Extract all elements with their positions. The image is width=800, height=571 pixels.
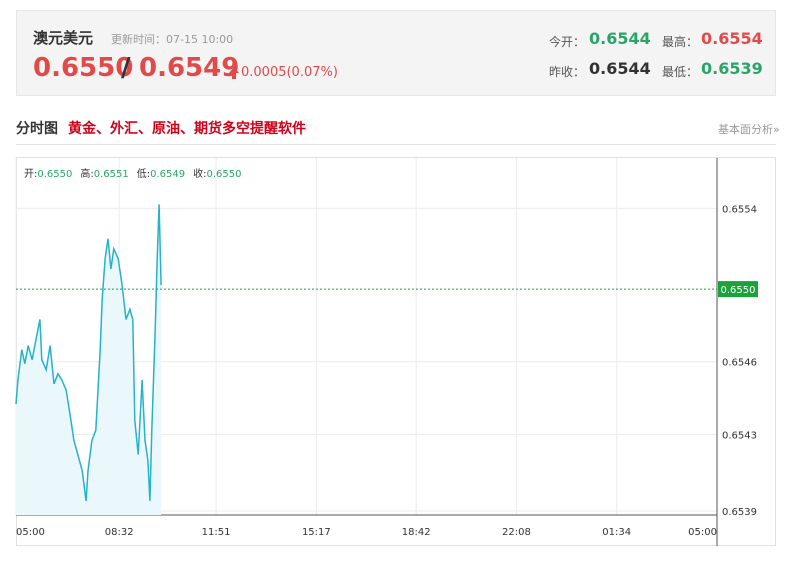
y-tick-label: 0.6539 [722, 507, 757, 518]
last-price-label: 0.6550 [721, 285, 756, 296]
update-time: 更新时间：07-15 10:00 [111, 33, 234, 46]
x-tick-label: 08:32 [105, 527, 134, 538]
ask: 0.6549 [139, 53, 240, 83]
divider [16, 144, 776, 145]
summary-value: 0.6551 [94, 169, 129, 180]
stat-value: 0.6539 [701, 59, 763, 78]
summary-label: 低: [137, 167, 150, 180]
change: 0.0005(0.07%) [241, 65, 338, 80]
x-tick-label: 15:17 [302, 527, 331, 538]
up-arrow [229, 67, 239, 79]
x-tick-label: 01:34 [602, 527, 631, 538]
stat-label: 最低： [662, 65, 699, 79]
price-area [16, 204, 162, 515]
summary-value: 0.6550 [207, 169, 242, 180]
price-line [15, 204, 162, 501]
x-tick-label: 05:00 [16, 527, 45, 538]
y-tick-label: 0.6546 [722, 358, 757, 369]
stat-value: 0.6544 [589, 59, 651, 78]
symbol: 澳元美元 [33, 29, 94, 47]
x-tick-label: 11:51 [202, 527, 231, 538]
summary-value: 0.6549 [150, 169, 185, 180]
summary-label: 高: [80, 167, 93, 180]
section-title: 分时图 [16, 121, 58, 137]
quote-header: 澳元美元 更新时间：07-15 10:00 0.6550 / 0.6549 0.… [16, 10, 776, 96]
last-price-box [718, 281, 758, 298]
y-tick-label: 0.6554 [722, 204, 757, 215]
separator: / [121, 53, 131, 83]
stat-value: 0.6554 [701, 29, 763, 48]
analysis-link[interactable]: 基本面分析» [718, 123, 780, 136]
y-tick-label: 0.6543 [722, 430, 757, 441]
x-tick-label: 22:08 [502, 527, 531, 538]
summary-label: 开: [24, 169, 37, 180]
bid: 0.6550 [33, 53, 134, 83]
stat-value: 0.6544 [589, 29, 651, 48]
stat-label: 最高： [662, 35, 699, 49]
stat-label: 昨收： [549, 65, 586, 79]
summary-label: 收: [193, 167, 206, 180]
promo-link[interactable]: 黄金、外汇、原油、期货多空提醒软件 [68, 121, 306, 137]
x-tick-label: 18:42 [402, 527, 431, 538]
x-tick-label: 05:00 [688, 527, 717, 538]
summary-value: 0.6550 [37, 169, 72, 180]
stat-label: 今开： [549, 35, 586, 49]
